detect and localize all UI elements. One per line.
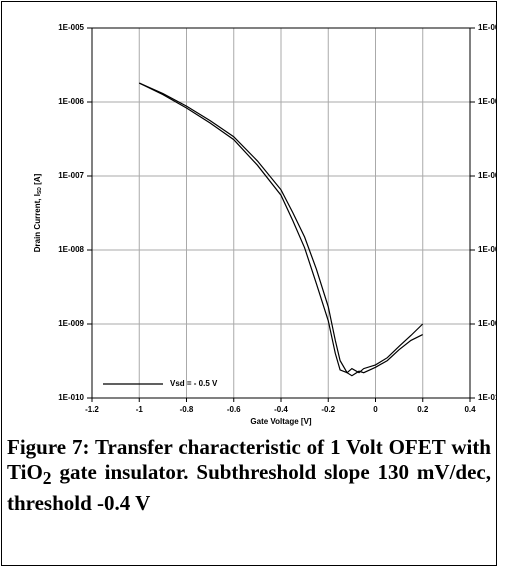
- y-tick-label: 1E-008: [58, 245, 84, 254]
- y-tick-label-right: 1E-009: [478, 319, 504, 328]
- y-tick-label: 1E-006: [58, 97, 84, 106]
- x-tick-label: 0.2: [417, 405, 429, 414]
- y-axis-label-part: Drain Current, I: [33, 194, 42, 252]
- y-axis-label-part: SD: [37, 187, 43, 194]
- y-tick-label: 1E-010: [58, 393, 84, 402]
- x-tick-label: -0.8: [180, 405, 194, 414]
- plot-frame: [91, 27, 471, 399]
- x-tick-label: -1: [136, 405, 144, 414]
- x-tick-label: -1.2: [85, 405, 99, 414]
- y-tick-label: 1E-005: [58, 23, 84, 32]
- y-tick-label-right: 1E-007: [478, 171, 504, 180]
- x-tick-label: -0.6: [227, 405, 241, 414]
- x-tick-label: -0.4: [274, 405, 288, 414]
- caption-subscript: 2: [42, 468, 52, 489]
- y-tick-label: 1E-007: [58, 171, 84, 180]
- caption-text: Figure 7: Transfer characteristic of 1 V…: [7, 435, 491, 484]
- figure-frame: [1, 1, 497, 566]
- chart: -1.2 -1 -0.8 -0.6 -0.4 -0.2 0 0.2 0.41E-010 1E-01…: [33, 23, 504, 426]
- x-tick-label: 0.4: [464, 405, 476, 414]
- y-tick-label: 1E-009: [58, 319, 84, 328]
- y-tick-label-right: 1E-010: [478, 393, 504, 402]
- caption-text: gate insulator. Subthreshold slope 130 m…: [7, 460, 491, 516]
- y-axis-label: Drain Current, ISD [A]: [33, 173, 43, 252]
- figure-caption: Figure 7: Transfer characteristic of 1 V…: [7, 435, 491, 516]
- y-tick-label-right: 1E-005: [478, 23, 504, 32]
- data-line: [139, 82, 424, 374]
- y-axis-label-part: [A]: [33, 173, 42, 187]
- x-axis-label: Gate Voltage [V]: [250, 417, 312, 426]
- x-tick-label: -0.2: [321, 405, 335, 414]
- y-tick-label-right: 1E-006: [478, 97, 504, 106]
- y-tick-label-right: 1E-008: [478, 245, 504, 254]
- x-tick-label: 0: [373, 405, 378, 414]
- legend-label: Vsd = - 0.5 V: [170, 379, 218, 388]
- data-line: [139, 82, 423, 377]
